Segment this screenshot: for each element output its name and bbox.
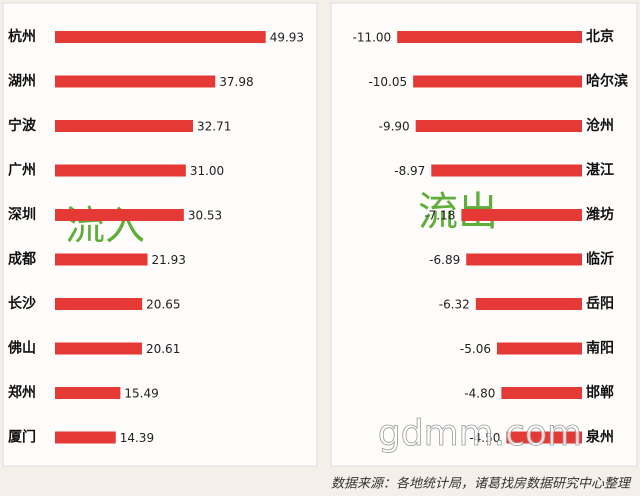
value-label: -4.50 <box>469 431 500 445</box>
value-label: -5.06 <box>460 342 491 356</box>
value-label: -4.80 <box>464 387 495 401</box>
value-label: 49.93 <box>270 31 304 45</box>
bar <box>55 431 116 444</box>
value-label: 15.49 <box>124 387 158 401</box>
bar <box>55 387 121 399</box>
value-label: -6.89 <box>429 253 460 267</box>
left-panel <box>2 2 318 467</box>
category-label: 长沙 <box>8 295 36 312</box>
bar <box>415 120 582 132</box>
category-label: 郑州 <box>8 384 36 401</box>
value-label: -6.32 <box>439 298 470 312</box>
value-label: -8.97 <box>394 164 425 178</box>
category-label: 泉州 <box>586 429 614 446</box>
value-label: 32.71 <box>197 120 231 134</box>
category-label: 杭州 <box>8 28 36 45</box>
bar <box>413 75 582 88</box>
category-label: 湛江 <box>586 162 614 179</box>
bar <box>55 75 216 88</box>
value-label: 20.61 <box>146 342 180 356</box>
value-label: 31.00 <box>190 164 224 178</box>
value-label: -10.05 <box>368 75 407 89</box>
category-label: 广州 <box>8 162 36 179</box>
bar <box>55 209 184 221</box>
bar <box>55 164 186 177</box>
bar <box>55 253 148 266</box>
value-label: 30.53 <box>188 209 222 223</box>
bar <box>496 342 582 355</box>
category-label: 岳阳 <box>586 295 614 312</box>
watermark: gdmm.com <box>378 413 582 454</box>
category-label: 宁波 <box>8 117 37 134</box>
value-label: 14.39 <box>120 431 154 445</box>
bar <box>461 209 582 221</box>
category-label: 临沂 <box>586 251 614 268</box>
bar <box>55 342 142 355</box>
category-label: 厦门 <box>8 429 36 446</box>
category-label: 沧州 <box>586 117 614 134</box>
bar <box>475 298 582 310</box>
category-label: 南阳 <box>586 340 614 357</box>
category-label: 邯郸 <box>586 384 614 401</box>
value-label: 21.93 <box>152 253 186 267</box>
bar <box>506 431 582 444</box>
bar <box>55 31 266 43</box>
category-label: 北京 <box>586 28 614 45</box>
category-label: 哈尔滨 <box>586 73 628 90</box>
bar <box>55 298 143 310</box>
source-note: 数据来源：各地统计局，诸葛找房数据研究中心整理 <box>331 476 632 492</box>
category-label: 潍坊 <box>586 206 614 223</box>
value-label: 20.65 <box>146 298 180 312</box>
bar <box>431 164 582 177</box>
value-label: -7.18 <box>424 209 455 223</box>
value-label: -9.90 <box>379 120 410 134</box>
category-label: 佛山 <box>7 340 36 357</box>
bar <box>501 387 582 399</box>
bar <box>55 120 194 132</box>
category-label: 深圳 <box>8 206 36 223</box>
bar <box>466 253 582 266</box>
bar <box>397 31 582 43</box>
category-label: 成都 <box>8 251 36 268</box>
value-label: -11.00 <box>353 31 392 45</box>
category-label: 湖州 <box>8 74 36 90</box>
value-label: 37.98 <box>219 75 253 89</box>
